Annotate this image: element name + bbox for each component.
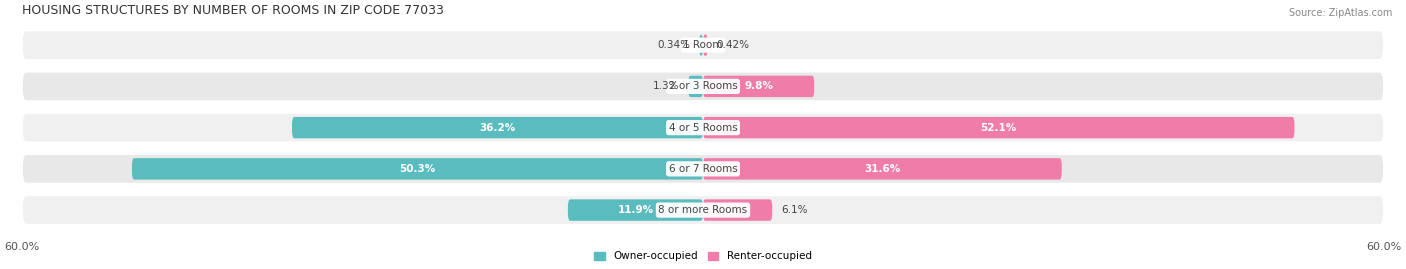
FancyBboxPatch shape — [568, 199, 703, 221]
Text: 1 Room: 1 Room — [683, 40, 723, 50]
FancyBboxPatch shape — [21, 195, 1385, 225]
Text: 2 or 3 Rooms: 2 or 3 Rooms — [669, 82, 737, 91]
Text: 0.42%: 0.42% — [717, 40, 749, 50]
FancyBboxPatch shape — [292, 117, 703, 138]
Text: 11.9%: 11.9% — [617, 205, 654, 215]
Text: 0.34%: 0.34% — [657, 40, 690, 50]
FancyBboxPatch shape — [132, 158, 703, 180]
FancyBboxPatch shape — [21, 30, 1385, 60]
FancyBboxPatch shape — [703, 76, 814, 97]
Text: 50.3%: 50.3% — [399, 164, 436, 174]
FancyBboxPatch shape — [703, 158, 1062, 180]
Text: 36.2%: 36.2% — [479, 123, 516, 133]
FancyBboxPatch shape — [703, 199, 772, 221]
Text: Source: ZipAtlas.com: Source: ZipAtlas.com — [1288, 8, 1392, 18]
Text: 6.1%: 6.1% — [782, 205, 808, 215]
Text: 52.1%: 52.1% — [980, 123, 1017, 133]
FancyBboxPatch shape — [21, 113, 1385, 143]
Legend: Owner-occupied, Renter-occupied: Owner-occupied, Renter-occupied — [591, 247, 815, 266]
Text: 6 or 7 Rooms: 6 or 7 Rooms — [669, 164, 737, 174]
Text: HOUSING STRUCTURES BY NUMBER OF ROOMS IN ZIP CODE 77033: HOUSING STRUCTURES BY NUMBER OF ROOMS IN… — [21, 4, 444, 17]
FancyBboxPatch shape — [21, 72, 1385, 101]
FancyBboxPatch shape — [699, 34, 703, 56]
Text: 1.3%: 1.3% — [652, 82, 679, 91]
FancyBboxPatch shape — [689, 76, 703, 97]
Text: 31.6%: 31.6% — [865, 164, 900, 174]
Text: 9.8%: 9.8% — [744, 82, 773, 91]
Text: 8 or more Rooms: 8 or more Rooms — [658, 205, 748, 215]
FancyBboxPatch shape — [703, 34, 707, 56]
Text: 4 or 5 Rooms: 4 or 5 Rooms — [669, 123, 737, 133]
FancyBboxPatch shape — [703, 117, 1295, 138]
FancyBboxPatch shape — [21, 154, 1385, 184]
